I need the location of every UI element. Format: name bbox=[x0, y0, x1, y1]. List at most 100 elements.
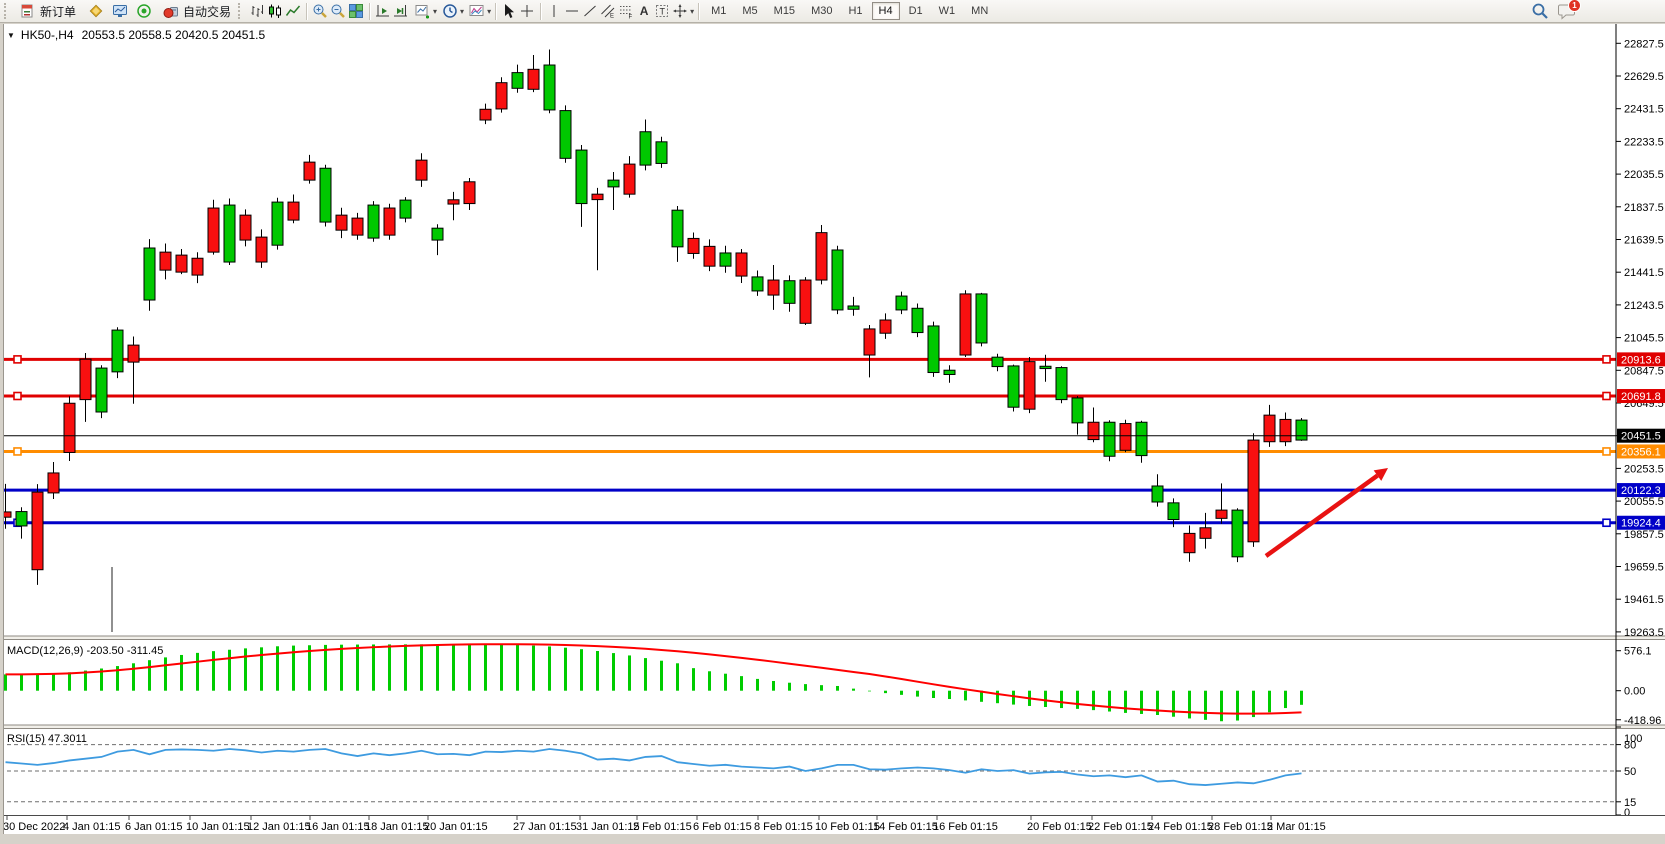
periods-caret[interactable]: ▾ bbox=[460, 6, 465, 16]
candlestick-mode-icon[interactable] bbox=[266, 2, 284, 21]
price-badge-20122.3 bbox=[1617, 483, 1665, 498]
candle-body bbox=[159, 251, 172, 271]
candle-body bbox=[63, 402, 76, 453]
candle-body bbox=[447, 199, 460, 205]
time-tick-label: 6 Jan 01:15 bbox=[125, 821, 183, 833]
candle-body bbox=[1295, 419, 1308, 441]
timeframe-M15[interactable]: M15 bbox=[773, 5, 796, 17]
line-handle[interactable] bbox=[1602, 355, 1611, 364]
candle-body bbox=[1231, 509, 1244, 558]
timeframe-group: M1 M5 M15 M30 H1 H4 D1 W1 MN bbox=[703, 2, 996, 20]
line-handle[interactable] bbox=[13, 391, 22, 401]
timeframe-MN[interactable]: MN bbox=[971, 5, 989, 17]
tile-windows-icon[interactable] bbox=[347, 2, 365, 21]
time-tick-label: 31 Jan 01:15 bbox=[576, 821, 640, 833]
chart-forward-icon[interactable] bbox=[374, 2, 392, 21]
candle-body bbox=[1247, 439, 1260, 543]
line-handle[interactable] bbox=[1602, 518, 1611, 528]
new-chart-caret[interactable]: ▾ bbox=[433, 6, 438, 16]
candle-body bbox=[1071, 397, 1084, 424]
toolbar-separator bbox=[698, 2, 700, 20]
zoom-in-icon[interactable] bbox=[311, 2, 329, 21]
periods-clock-icon[interactable] bbox=[441, 2, 459, 21]
rsi-scale-label: 100 bbox=[1624, 733, 1642, 745]
main-toolbar: 新订单 自动交易 ▾ bbox=[0, 0, 1665, 23]
pane-splitter[interactable] bbox=[0, 636, 1665, 640]
line-handle[interactable] bbox=[13, 355, 22, 364]
toolbar-grip[interactable] bbox=[4, 3, 10, 19]
timeframe-D1[interactable]: D1 bbox=[908, 5, 923, 17]
signals-icon[interactable] bbox=[135, 2, 153, 21]
line-handle[interactable] bbox=[13, 447, 22, 456]
pane-splitter[interactable] bbox=[0, 725, 1665, 729]
price-badge-20451.5 bbox=[1617, 428, 1665, 443]
arrows-tool-icon[interactable] bbox=[671, 2, 689, 21]
candle-body bbox=[927, 325, 940, 374]
timeframe-M5[interactable]: M5 bbox=[742, 5, 758, 17]
time-tick-label: 20 Feb 01:15 bbox=[1027, 821, 1092, 833]
time-tick-label: 2 Mar 01:15 bbox=[1267, 821, 1326, 833]
fibonacci-tool-icon[interactable]: F bbox=[617, 2, 635, 21]
rsi-scale-label: 50 bbox=[1624, 766, 1636, 778]
toolbar-grip[interactable] bbox=[238, 3, 244, 19]
price-tick-label: 20847.5 bbox=[1624, 365, 1664, 377]
price-axis[interactable]: 22827.5 22629.5 22431.5 22233.5 22035.5 21837… bbox=[1615, 24, 1665, 819]
candle-body bbox=[319, 167, 332, 223]
chart-svg[interactable]: 22827.5 22629.5 22431.5 22233.5 22035.5 21837… bbox=[0, 24, 1665, 839]
candle-body bbox=[111, 329, 124, 373]
candle-body bbox=[463, 181, 476, 205]
crosshair-tool-icon[interactable] bbox=[518, 2, 536, 21]
timeframe-M1[interactable]: M1 bbox=[711, 5, 727, 17]
vertical-line-tool-icon[interactable] bbox=[545, 2, 563, 21]
arrows-caret[interactable]: ▾ bbox=[690, 6, 695, 16]
price-tick-label: 22431.5 bbox=[1624, 104, 1664, 116]
candle-body bbox=[1007, 365, 1020, 408]
autotrading-button[interactable]: 自动交易 bbox=[157, 1, 236, 22]
horizontal-line-tool-icon[interactable] bbox=[563, 2, 581, 21]
zoom-out-icon[interactable] bbox=[329, 2, 347, 21]
time-tick-label: 14 Feb 01:15 bbox=[873, 821, 938, 833]
rsi-pane bbox=[0, 744, 1616, 803]
line-handle[interactable] bbox=[1602, 447, 1611, 456]
market-watch-icon[interactable] bbox=[87, 2, 105, 21]
trendline-tool-icon[interactable] bbox=[581, 2, 599, 21]
channel-tool-icon[interactable]: E bbox=[599, 2, 617, 21]
search-icon[interactable] bbox=[1531, 2, 1549, 21]
bar-chart-mode-icon[interactable] bbox=[248, 2, 266, 21]
new-chart-icon[interactable] bbox=[414, 2, 432, 21]
text-tool-glyph: A bbox=[639, 4, 649, 18]
new-order-button[interactable]: 新订单 bbox=[14, 1, 81, 22]
candle-body bbox=[831, 249, 844, 311]
line-handle[interactable] bbox=[1602, 391, 1611, 401]
chat-button[interactable]: 1 bbox=[1557, 0, 1581, 21]
candle-body bbox=[1087, 421, 1100, 441]
timeframe-W1[interactable]: W1 bbox=[938, 5, 956, 17]
templates-icon[interactable] bbox=[468, 2, 486, 21]
timeframe-H1[interactable]: H1 bbox=[848, 5, 863, 17]
text-tool-icon[interactable]: A bbox=[635, 2, 653, 21]
candle-body bbox=[239, 214, 252, 241]
text-label-tool-icon[interactable]: T bbox=[653, 2, 671, 21]
time-tick-label: 6 Feb 01:15 bbox=[693, 821, 752, 833]
templates-caret[interactable]: ▾ bbox=[487, 6, 492, 16]
time-tick-label: 20 Jan 01:15 bbox=[424, 821, 488, 833]
line-chart-mode-icon[interactable] bbox=[284, 2, 302, 21]
trend-arrow[interactable] bbox=[1264, 468, 1388, 558]
chart-canvas[interactable]: 22827.5 22629.5 22431.5 22233.5 22035.5 21837… bbox=[0, 24, 1665, 839]
timeframe-M30[interactable]: M30 bbox=[811, 5, 833, 17]
price-tick-label: 20253.5 bbox=[1624, 463, 1664, 475]
time-tick-label: 22 Feb 01:15 bbox=[1088, 821, 1153, 833]
terminal-icon[interactable] bbox=[111, 2, 129, 21]
chart-end-icon[interactable] bbox=[392, 2, 410, 21]
macd-scale-label: 576.1 bbox=[1624, 646, 1652, 658]
price-tick-label: 21441.5 bbox=[1624, 267, 1664, 279]
candle-body bbox=[1263, 414, 1276, 443]
cursor-tool-icon[interactable] bbox=[500, 2, 518, 21]
rsi-scale-label: 80 bbox=[1624, 740, 1636, 752]
time-tick-label: 10 Feb 01:15 bbox=[815, 821, 880, 833]
timeframe-H4[interactable]: H4 bbox=[871, 2, 900, 20]
candle-body bbox=[591, 193, 604, 201]
candle-body bbox=[287, 201, 300, 221]
